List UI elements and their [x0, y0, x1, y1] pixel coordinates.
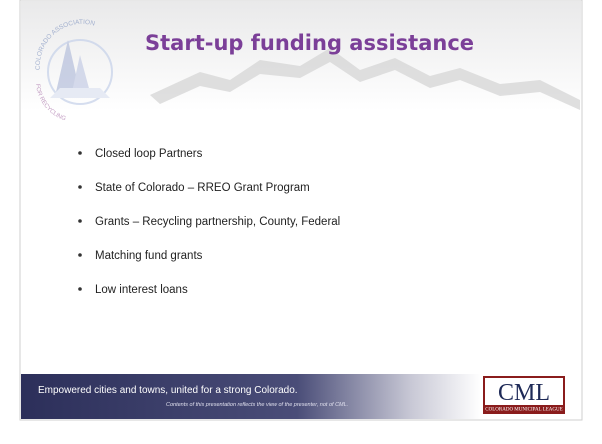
- bullet-dot: [78, 219, 82, 223]
- cml-logo: CML COLORADO MUNICIPAL LEAGUE: [484, 377, 564, 413]
- page: COLORADO ASSOCIATION FOR RECYCLING Start…: [0, 0, 602, 444]
- bullet-text: Grants – Recycling partnership, County, …: [95, 216, 340, 228]
- bullet-dot: [78, 185, 82, 189]
- logo-arrows: [50, 88, 110, 98]
- bullet-dot: [78, 151, 82, 155]
- bullet-text: Closed loop Partners: [95, 148, 203, 160]
- slide-title: Start-up funding assistance: [145, 31, 474, 55]
- cml-logo-name: COLORADO MUNICIPAL LEAGUE: [485, 408, 562, 413]
- slide: COLORADO ASSOCIATION FOR RECYCLING Start…: [0, 0, 602, 444]
- bullet-dot: [78, 287, 82, 291]
- bullet-text: State of Colorado – RREO Grant Program: [95, 182, 310, 194]
- bullet-text: Matching fund grants: [95, 250, 203, 262]
- bullet-text: Low interest loans: [95, 284, 188, 296]
- footer-tagline: Empowered cities and towns, united for a…: [38, 385, 298, 396]
- cml-logo-mark: CML: [498, 380, 550, 406]
- bullet-dot: [78, 253, 82, 257]
- footer-band: [21, 374, 481, 419]
- footer-disclaimer: Contents of this presentation reflects t…: [166, 402, 348, 408]
